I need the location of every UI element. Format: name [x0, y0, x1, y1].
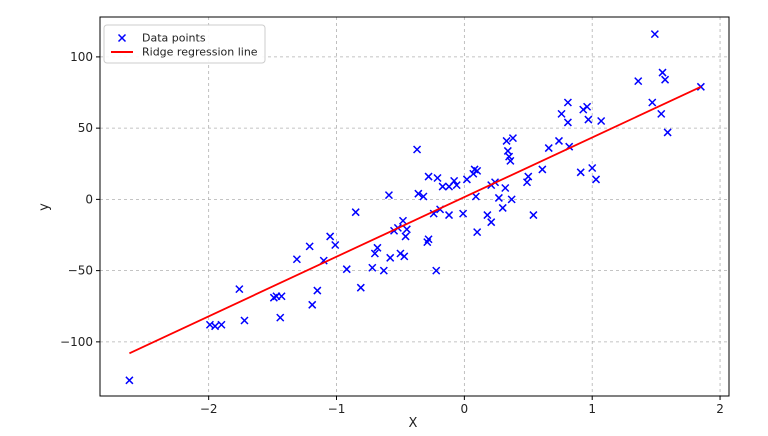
- data-point: [563, 118, 572, 127]
- data-point: [563, 98, 572, 107]
- data-point: [508, 134, 517, 143]
- tick-labels: −2 −1 0 1 2 −100 −50 0 50 100: [60, 50, 724, 416]
- data-point: [658, 68, 667, 77]
- data-point: [419, 192, 428, 201]
- data-point: [276, 313, 285, 322]
- y-tick-label: −50: [68, 264, 93, 278]
- data-point: [205, 320, 214, 329]
- data-point: [401, 232, 410, 241]
- data-point: [473, 228, 482, 237]
- data-point: [583, 102, 592, 111]
- data-point: [331, 240, 340, 250]
- legend-box: [103, 24, 266, 64]
- data-point: [444, 211, 454, 220]
- data-point: [313, 286, 322, 295]
- data-point: [432, 266, 441, 275]
- data-point: [211, 322, 220, 331]
- data-point: [459, 209, 468, 218]
- y-tick-label: −100: [60, 335, 93, 349]
- x-tick-label: −2: [200, 402, 218, 416]
- data-point: [235, 285, 244, 294]
- legend-label-regression-line: Ridge regression line: [142, 46, 258, 59]
- data-point: [384, 191, 393, 200]
- regression-line: [129, 86, 702, 355]
- data-point: [373, 243, 382, 252]
- data-point: [650, 30, 659, 39]
- data-point: [424, 172, 433, 181]
- data-point: [386, 253, 395, 262]
- x-axis-label: X: [409, 416, 418, 431]
- data-point: [588, 163, 597, 173]
- data-point: [524, 172, 533, 181]
- data-point: [379, 266, 388, 275]
- y-tick-label: 0: [85, 192, 93, 206]
- data-point: [308, 300, 317, 309]
- x-tick-label: 1: [588, 402, 596, 416]
- data-point: [400, 252, 409, 261]
- x-tick-label: −1: [328, 402, 346, 416]
- data-point: [462, 175, 471, 184]
- data-point: [494, 193, 503, 202]
- y-tick-label: 100: [70, 50, 93, 64]
- data-point: [661, 75, 670, 84]
- data-point: [356, 283, 365, 292]
- data-point: [634, 77, 643, 86]
- data-point: [433, 173, 442, 183]
- data-point: [576, 168, 585, 177]
- legend: Data points Ridge regression line: [103, 24, 266, 64]
- data-point: [342, 265, 351, 274]
- data-point: [424, 235, 433, 244]
- y-axis-label: y: [37, 203, 52, 211]
- plot-frame: [99, 16, 730, 397]
- data-point: [663, 128, 672, 137]
- data-point: [498, 203, 507, 212]
- data-point: [450, 176, 459, 185]
- grid-lines: [100, 17, 729, 396]
- data-point: [487, 218, 496, 227]
- data-point: [557, 109, 566, 118]
- data-point: [507, 195, 516, 204]
- data-point: [398, 216, 408, 225]
- data-point: [438, 182, 447, 191]
- data-point: [277, 292, 286, 301]
- data-point: [501, 183, 510, 193]
- data-point: [351, 208, 360, 217]
- data-point: [292, 255, 301, 264]
- data-point: [326, 232, 335, 241]
- legend-marker-data-points: [117, 33, 127, 43]
- data-point: [125, 376, 134, 385]
- data-point: [529, 211, 538, 220]
- y-tick-label: 50: [78, 121, 93, 135]
- data-point: [471, 192, 480, 201]
- data-point: [648, 98, 657, 107]
- plot-data: [125, 30, 705, 385]
- data-point: [592, 175, 601, 184]
- data-point: [483, 211, 492, 220]
- axes: [96, 16, 730, 400]
- data-point: [657, 109, 666, 118]
- data-point: [506, 156, 515, 165]
- data-point: [370, 249, 379, 258]
- legend-label-data-points: Data points: [142, 32, 206, 45]
- data-point: [502, 136, 511, 145]
- data-point: [402, 225, 411, 234]
- x-tick-label: 2: [716, 402, 724, 416]
- data-point: [452, 181, 461, 190]
- data-point: [305, 242, 314, 251]
- data-point: [473, 166, 482, 175]
- data-point: [538, 165, 547, 174]
- data-point: [584, 115, 593, 124]
- data-point: [554, 136, 563, 145]
- data-point: [414, 189, 423, 198]
- data-point: [597, 116, 606, 126]
- data-point: [413, 145, 422, 154]
- data-point: [217, 320, 226, 329]
- x-tick-label: 0: [461, 402, 469, 416]
- data-point: [240, 316, 249, 325]
- data-point: [368, 263, 377, 272]
- data-point: [544, 144, 553, 153]
